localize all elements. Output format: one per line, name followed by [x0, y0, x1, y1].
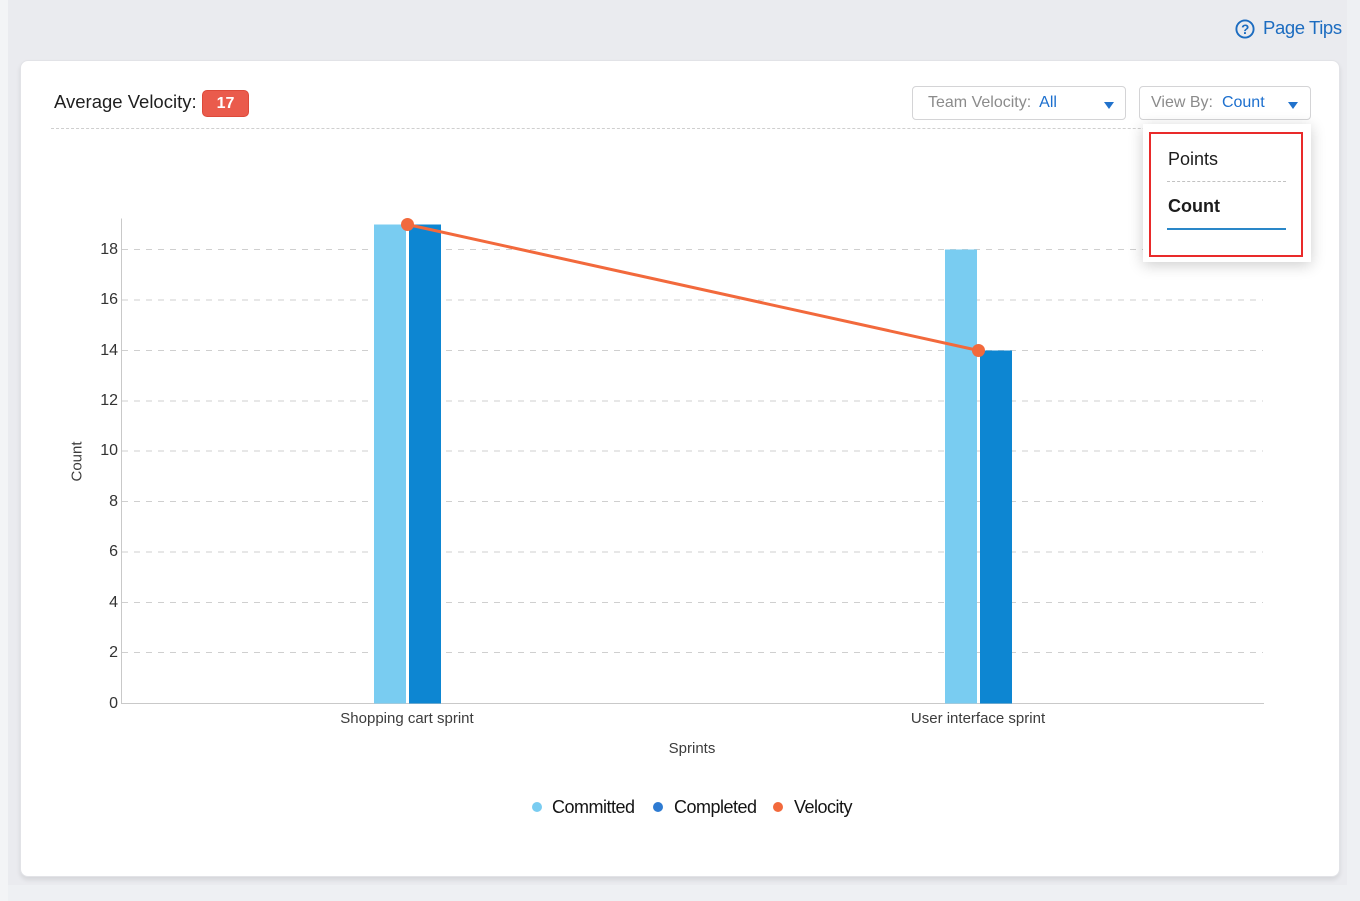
svg-text:?: ?: [1241, 22, 1249, 37]
